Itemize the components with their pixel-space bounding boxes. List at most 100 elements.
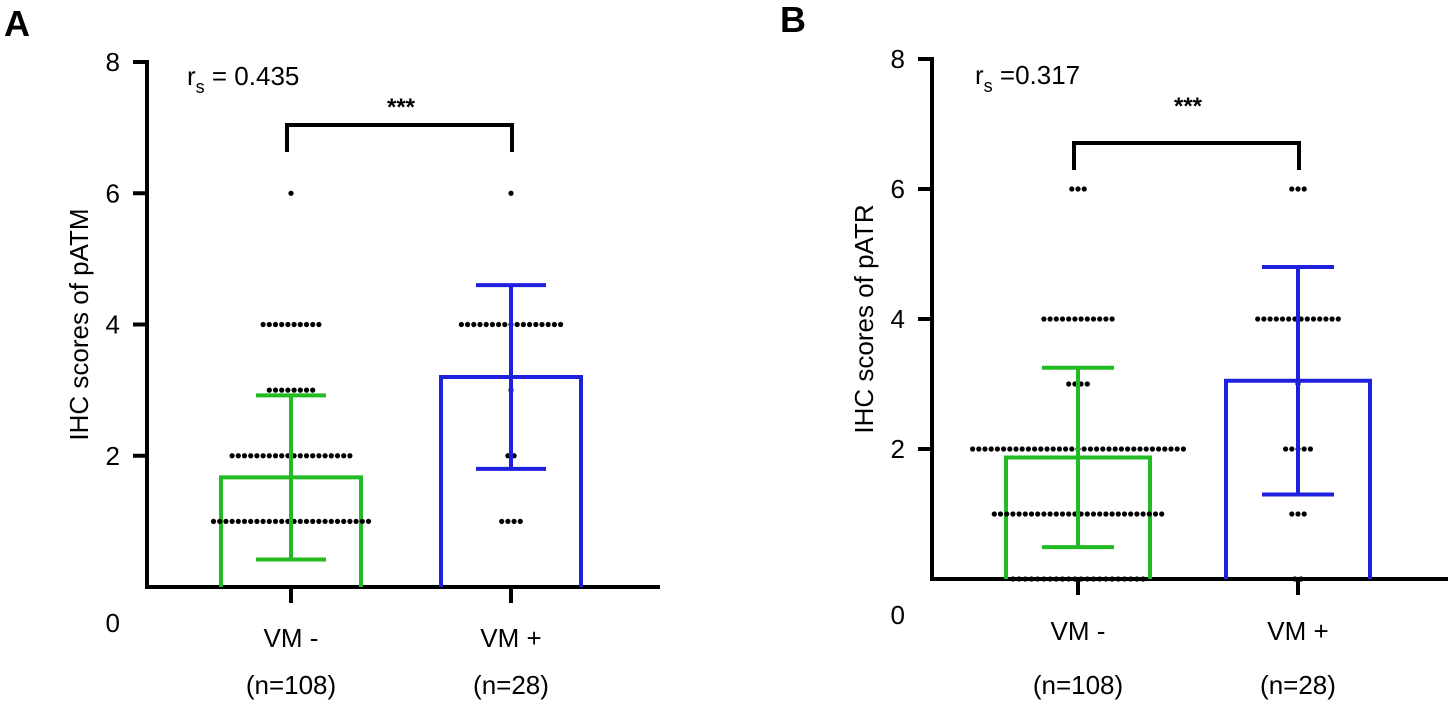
data-point: [341, 518, 347, 524]
data-point: [297, 518, 303, 524]
data-point: [1001, 446, 1007, 452]
data-point: [1301, 511, 1307, 517]
data-point: [499, 518, 505, 524]
data-point: [976, 446, 982, 452]
data-point: [1121, 576, 1128, 582]
data-point: [279, 387, 285, 393]
data-point: [297, 453, 303, 459]
data-point: [1090, 316, 1097, 322]
data-point: [1041, 576, 1047, 582]
data-point: [266, 518, 272, 524]
data-point: [1053, 511, 1059, 517]
data-point: [508, 190, 514, 196]
significance-bracket: [285, 123, 514, 152]
data-point: [489, 321, 495, 328]
data-point: [229, 518, 235, 524]
data-point: [520, 321, 527, 328]
data-point: [514, 321, 520, 328]
data-point: [1047, 576, 1053, 582]
data-point: [1273, 316, 1279, 322]
data-point: [1317, 316, 1323, 322]
data-point: [1090, 511, 1097, 517]
data-point: [1152, 511, 1159, 517]
data-point: [1063, 446, 1069, 452]
data-point: [483, 321, 489, 328]
data-point: [1038, 446, 1044, 452]
data-point: [334, 453, 341, 459]
data-point: [347, 453, 353, 459]
data-point: [1041, 511, 1047, 517]
data-point: [1053, 576, 1059, 582]
data-point: [1066, 381, 1072, 387]
data-point: [1016, 576, 1022, 582]
data-point: [248, 453, 254, 459]
data-point: [982, 446, 988, 452]
data-point: [1053, 316, 1059, 322]
y-tick-label: 4: [891, 304, 905, 334]
data-point: [1059, 316, 1066, 322]
data-point: [1112, 446, 1118, 452]
y-axis-label: IHC scores of pATM: [64, 208, 94, 440]
data-point: [1066, 576, 1072, 582]
data-point: [322, 518, 328, 524]
data-point: [1090, 576, 1097, 582]
data-point: [1078, 316, 1084, 322]
rs-subscript: s: [984, 76, 993, 96]
data-point: [1310, 316, 1317, 322]
data-point: [1041, 316, 1047, 322]
data-point: [285, 387, 291, 393]
data-point: [260, 453, 266, 459]
data-point: [539, 321, 545, 328]
data-point: [1279, 316, 1286, 322]
data-point: [496, 321, 502, 328]
data-point: [1035, 576, 1041, 582]
data-point: [1016, 511, 1022, 517]
data-point: [229, 453, 235, 459]
data-point: [1118, 446, 1124, 452]
data-point: [1143, 446, 1149, 452]
data-point: [1295, 186, 1301, 192]
data-point: [1087, 446, 1093, 452]
data-point: [511, 518, 517, 524]
data-point: [1010, 511, 1016, 517]
data-point: [1081, 186, 1087, 192]
y-tick-label: 6: [891, 174, 905, 204]
data-point: [210, 518, 217, 524]
data-point: [1255, 316, 1261, 322]
data-point: [1100, 446, 1106, 452]
x-tick-label: VM -: [264, 623, 319, 653]
data-point: [1072, 316, 1078, 322]
data-point: [1140, 511, 1146, 517]
data-point: [1072, 576, 1078, 582]
data-point: [1050, 446, 1056, 452]
data-point: [1094, 446, 1100, 452]
data-point: [1047, 316, 1053, 322]
data-point: [527, 321, 533, 328]
data-point: [1069, 446, 1075, 452]
data-point: [1084, 576, 1090, 582]
data-point: [1286, 316, 1292, 322]
data-point: [1329, 316, 1335, 322]
data-point: [310, 518, 316, 524]
x-tick-label: VM +: [1267, 616, 1328, 646]
data-point: [1128, 511, 1134, 517]
significance-bracket: [1072, 141, 1301, 170]
y-tick-label: 0: [106, 608, 120, 638]
y-tick-label: 8: [891, 44, 905, 74]
data-point: [1066, 511, 1072, 517]
data-point: [1289, 511, 1295, 517]
data-point: [1131, 446, 1137, 452]
data-point: [1022, 576, 1028, 582]
data-point: [533, 321, 539, 328]
data-point: [1162, 446, 1168, 452]
data-point: [1032, 446, 1038, 452]
sample-size-label: (n=108): [246, 670, 336, 700]
y-axis-label: IHC scores of pATR: [849, 204, 879, 433]
panel-label: B: [780, 0, 806, 40]
y-tick-label: 2: [106, 441, 120, 471]
data-point: [1103, 576, 1109, 582]
data-point: [316, 518, 322, 524]
panel-b: B 0 2 4 6 8 IHC scores of pATR rs =0.317 *** VM -…: [780, 0, 1448, 700]
data-point: [303, 518, 310, 524]
data-point: [1084, 511, 1090, 517]
